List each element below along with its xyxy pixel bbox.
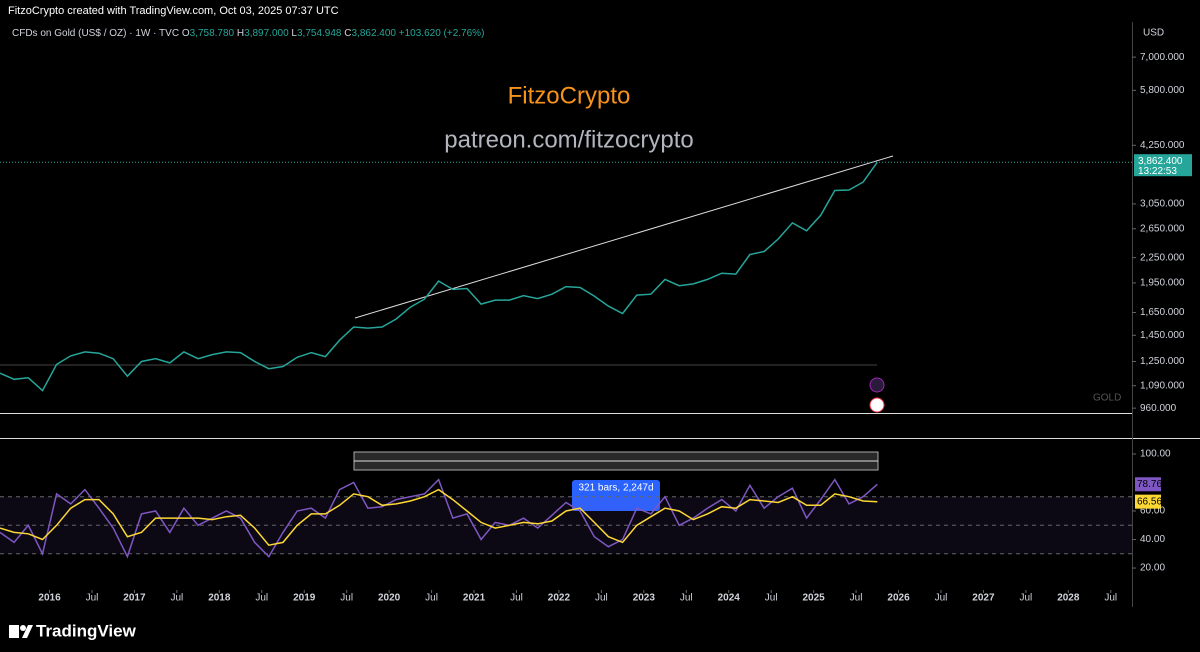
y-tick-label: 960.000 — [1140, 403, 1177, 414]
x-tick-label: 2017 — [123, 593, 146, 604]
series-line — [0, 488, 878, 547]
x-tick-label: 2019 — [293, 593, 316, 604]
x-tick-label: 2024 — [718, 593, 741, 604]
end-label: 78.76 — [1137, 479, 1162, 490]
event-icon[interactable] — [869, 377, 885, 393]
ohlc-value: 3,862.400 — [352, 28, 397, 39]
ohlc-value: 3,897.000 — [244, 28, 289, 39]
price-label-box — [1134, 154, 1192, 177]
ohlc-value: 3,754.948 — [297, 28, 342, 39]
ohlc-key: L — [291, 28, 297, 39]
rsi-band — [0, 496, 1132, 554]
x-tick-label: 2022 — [548, 593, 571, 604]
x-tick-label: Jul — [1019, 593, 1032, 604]
x-tick-label: Jul — [170, 593, 183, 604]
ohlc-value: 3,758.780 — [190, 28, 235, 39]
y-tick-label: 1,450.000 — [1140, 330, 1185, 341]
countdown: 13:22:53 — [1138, 166, 1177, 177]
ohlc-key: C — [344, 28, 351, 39]
y-tick-label: 40.00 — [1140, 534, 1165, 545]
ticker-watermark: GOLD — [1093, 393, 1121, 404]
y-tick-label: 60.00 — [1140, 506, 1165, 517]
currency: USD — [1143, 28, 1164, 39]
x-tick-label: 2016 — [38, 593, 61, 604]
x-tick-label: Jul — [86, 593, 99, 604]
price-label: 3,862.400 — [1138, 156, 1183, 167]
x-tick-label: Jul — [850, 593, 863, 604]
x-tick-label: Jul — [935, 593, 948, 604]
y-tick-label: 3,050.000 — [1140, 199, 1185, 210]
x-tick-label: 2023 — [633, 593, 656, 604]
y-tick-label: 1,090.000 — [1140, 380, 1185, 391]
ohlc-key: O — [182, 28, 190, 39]
measure-box — [572, 480, 660, 511]
y-tick-label: 5,800.000 — [1140, 85, 1185, 96]
trend-line — [354, 155, 894, 319]
x-tick-label: 2025 — [803, 593, 826, 604]
measure-label: 321 bars, 2,247d — [578, 483, 653, 494]
event-icon[interactable] — [869, 397, 885, 413]
x-tick-label: 2028 — [1057, 593, 1080, 604]
series-line — [0, 161, 878, 392]
x-tick-label: Jul — [425, 593, 438, 604]
y-tick-label: 7,000.000 — [1140, 52, 1185, 63]
logo — [9, 625, 33, 638]
y-tick-label: 20.00 — [1140, 563, 1165, 574]
x-tick-label: Jul — [1104, 593, 1117, 604]
y-tick-label: 100.00 — [1140, 449, 1171, 460]
x-tick-label: Jul — [340, 593, 353, 604]
y-tick-label: 2,650.000 — [1140, 223, 1185, 234]
x-tick-label: Jul — [510, 593, 523, 604]
end-label-box — [1135, 477, 1161, 492]
y-tick-label: 2,250.000 — [1140, 252, 1185, 263]
x-tick-label: 2020 — [378, 593, 401, 604]
x-tick-label: 2026 — [887, 593, 910, 604]
y-tick-label: 1,650.000 — [1140, 307, 1185, 318]
x-tick-label: 2021 — [463, 593, 486, 604]
x-tick-label: Jul — [595, 593, 608, 604]
watermark-name: FitzoCrypto — [508, 82, 631, 109]
watermark-url: patreon.com/fitzocrypto — [444, 126, 693, 153]
change: +103.620 (+2.76%) — [399, 28, 485, 39]
end-label: 66.56 — [1137, 496, 1162, 507]
symbol: CFDs on Gold (US$ / OZ) · 1W · TVC — [12, 28, 179, 39]
y-tick-label: 1,250.000 — [1140, 356, 1185, 367]
brand: TradingView — [36, 621, 137, 640]
x-tick-label: 2027 — [972, 593, 995, 604]
ohlc-key: H — [237, 28, 244, 39]
x-tick-label: Jul — [255, 593, 268, 604]
x-tick-label: Jul — [680, 593, 693, 604]
y-tick-label: 1,950.000 — [1140, 278, 1185, 289]
credit: FitzoCrypto created with TradingView.com… — [8, 5, 339, 17]
symbol-legend: CFDs on Gold (US$ / OZ) · 1W · TVC O3,75… — [12, 28, 484, 39]
x-tick-label: Jul — [765, 593, 778, 604]
end-label-box — [1135, 494, 1161, 509]
x-tick-label: 2018 — [208, 593, 231, 604]
y-tick-label: 4,250.000 — [1140, 140, 1185, 151]
